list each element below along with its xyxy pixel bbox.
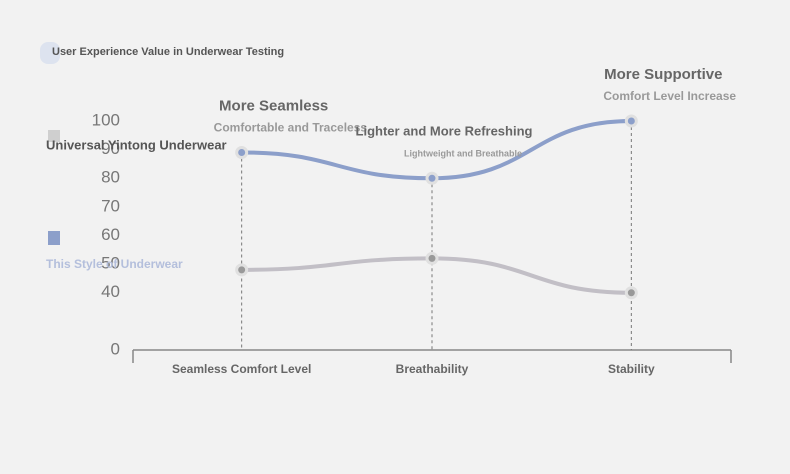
data-point xyxy=(624,286,638,300)
y-tick-label: 80 xyxy=(101,168,120,187)
data-point xyxy=(235,145,249,159)
y-tick-label: 60 xyxy=(101,225,120,244)
y-tick-label: 0 xyxy=(111,339,120,358)
annotation-text: Comfortable and Traceless xyxy=(214,121,368,135)
chart-title: User Experience Value in Underwear Testi… xyxy=(52,46,284,58)
legend-swatch xyxy=(48,130,60,142)
y-tick-label: 90 xyxy=(101,139,120,158)
data-point xyxy=(425,171,439,185)
legend-label: Universal Yintong Underwear xyxy=(46,137,227,152)
annotation-title: More Supportive xyxy=(604,66,722,83)
annotation-title: More Seamless xyxy=(219,97,328,114)
y-tick-label: 70 xyxy=(101,196,120,215)
x-tick-label: Breathability xyxy=(396,362,469,376)
y-tick-label: 100 xyxy=(92,110,120,129)
legend-label: This Style of Underwear xyxy=(46,257,183,271)
annotation-title: Lighter and More Refreshing xyxy=(356,124,533,139)
data-point xyxy=(235,263,249,277)
y-tick-label: 50 xyxy=(101,254,120,273)
x-tick-label: Seamless Comfort Level xyxy=(172,362,311,376)
y-tick-label: 40 xyxy=(101,282,120,301)
legend-swatch xyxy=(48,231,60,245)
annotation-text: Comfort Level Increase xyxy=(603,89,736,103)
annotation-text: Lightweight and Breathable xyxy=(404,149,522,159)
title-icon xyxy=(40,42,60,64)
data-point xyxy=(425,251,439,265)
x-tick-label: Stability xyxy=(608,362,655,376)
data-point xyxy=(624,114,638,128)
